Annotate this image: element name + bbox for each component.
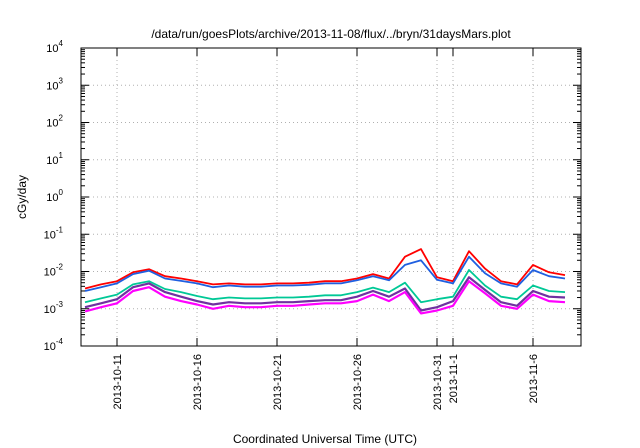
series-line-1 [84, 248, 566, 290]
x-tick-label: 2013-10-16 [192, 354, 204, 410]
axes: 104 103 102 101 100 10-1 10-2 10-3 10-4 2013-10-1… [44, 39, 581, 410]
y-tick-label: 10-3 [44, 300, 64, 316]
x-tick-label: 2013-11-6 [528, 354, 540, 403]
y-axis-label: cGy/day [15, 175, 29, 219]
series-line-2 [84, 255, 566, 292]
y-tick-label: 100 [46, 188, 63, 204]
y-tick-label: 101 [46, 151, 63, 167]
series-line-5 [84, 280, 566, 315]
x-axis-label: Coordinated Universal Time (UTC) [233, 432, 417, 446]
series-line-4 [84, 276, 566, 312]
x-tick-label: 2013-10-31 [432, 354, 444, 410]
y-tick-label: 10-4 [44, 337, 64, 353]
y-tick-label: 102 [46, 114, 63, 130]
y-tick-label: 103 [46, 76, 63, 92]
y-tick-label: 104 [46, 39, 63, 55]
x-tick-label: 2013-11-1 [448, 354, 460, 403]
series-line-3 [84, 269, 566, 304]
y-tick-label: 10-2 [44, 263, 64, 279]
x-tick-label: 2013-10-26 [352, 354, 364, 410]
x-tick-label: 2013-10-21 [272, 354, 284, 410]
chart-title: /data/run/goesPlots/archive/2013-11-08/f… [151, 27, 511, 41]
series-group [84, 248, 566, 315]
y-tick-label: 10-1 [44, 225, 64, 241]
x-tick-label: 2013-10-11 [112, 354, 124, 409]
